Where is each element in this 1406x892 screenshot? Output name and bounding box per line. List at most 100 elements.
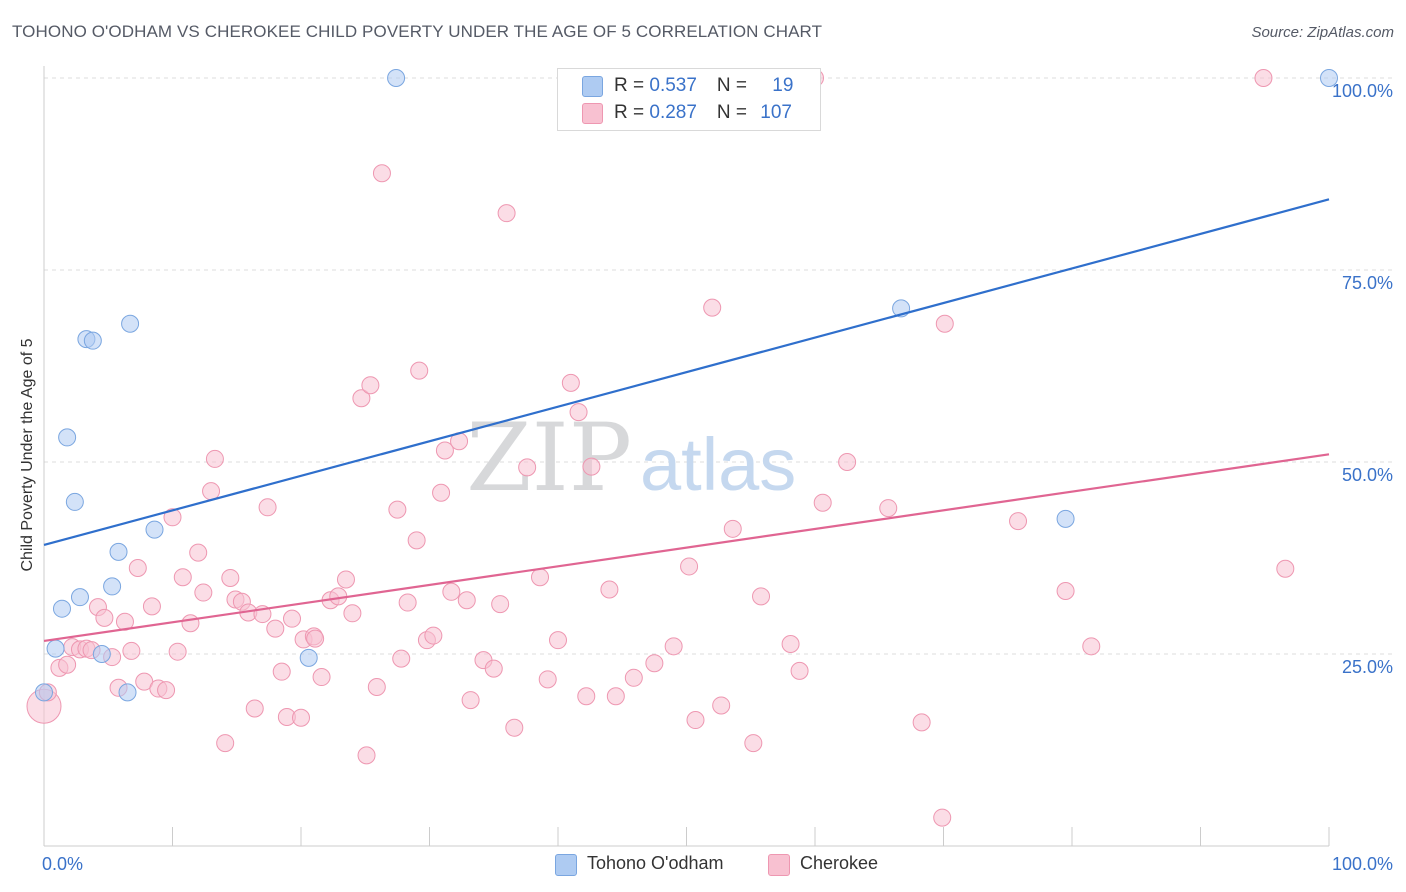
- point-tohono: [121, 314, 140, 333]
- point-cherokee: [398, 593, 417, 612]
- point-cherokee: [484, 659, 503, 678]
- point-tohono: [1056, 509, 1075, 528]
- point-cherokee: [879, 499, 898, 518]
- point-cherokee: [813, 493, 832, 512]
- point-cherokee: [518, 458, 537, 477]
- point-cherokee: [600, 580, 619, 599]
- point-cherokee: [216, 734, 235, 753]
- y-axis-label: Child Poverty Under the Age of 5: [19, 338, 36, 572]
- point-tohono: [387, 69, 406, 87]
- point-cherokee: [361, 376, 380, 395]
- series-swatch-tohono: [555, 854, 577, 876]
- legend-n-value: 19: [772, 75, 794, 96]
- point-cherokee: [1254, 69, 1273, 87]
- series-swatch-cherokee: [768, 854, 790, 876]
- point-cherokee: [703, 298, 722, 317]
- point-cherokee: [163, 508, 182, 527]
- point-cherokee: [461, 691, 480, 710]
- point-cherokee: [202, 482, 221, 501]
- point-cherokee: [442, 582, 461, 601]
- point-tohono: [118, 683, 137, 702]
- legend-r-label: R =: [614, 75, 650, 96]
- x-tick-label: 0.0%: [42, 854, 83, 874]
- legend-swatch-cherokee: [582, 103, 603, 124]
- point-tohono: [92, 645, 111, 663]
- x-tick-label: 100.0%: [1332, 854, 1393, 874]
- point-cherokee: [838, 453, 857, 471]
- y-tick-label: 75.0%: [1342, 273, 1393, 293]
- point-cherokee: [189, 543, 208, 562]
- point-cherokee: [712, 696, 731, 715]
- tick-labels: 25.0% 50.0% 75.0% 100.0% 0.0% 100.0%: [42, 81, 1393, 874]
- point-cherokee: [664, 637, 683, 656]
- point-cherokee: [181, 614, 200, 633]
- point-cherokee: [531, 568, 550, 587]
- point-cherokee: [577, 687, 596, 706]
- point-cherokee: [410, 361, 429, 380]
- point-tohono: [145, 520, 164, 539]
- point-tohono: [83, 331, 102, 350]
- point-tohono: [1320, 69, 1338, 87]
- point-cherokee: [168, 642, 187, 661]
- point-cherokee: [606, 687, 625, 706]
- source-credit: Source: ZipAtlas.com: [1251, 24, 1394, 41]
- legend-n-value: 107: [760, 102, 792, 123]
- watermark-atlas: atlas: [640, 423, 796, 506]
- legend-n-label: N =: [716, 75, 753, 96]
- point-cherokee: [680, 557, 699, 576]
- point-cherokee: [343, 604, 362, 623]
- point-cherokee: [752, 587, 771, 606]
- point-cherokee: [538, 670, 557, 689]
- point-cherokee: [645, 654, 664, 673]
- point-tohono: [65, 492, 84, 511]
- point-cherokee: [128, 558, 147, 577]
- point-cherokee: [781, 635, 800, 654]
- y-tick-label: 25.0%: [1342, 657, 1393, 677]
- point-cherokee: [245, 699, 264, 718]
- point-cherokee: [686, 711, 705, 730]
- point-cherokee: [157, 681, 176, 700]
- legend-r-label: R =: [614, 102, 650, 123]
- point-cherokee: [790, 661, 809, 680]
- point-cherokee: [95, 608, 114, 627]
- point-cherokee: [372, 164, 391, 183]
- point-cherokee: [549, 631, 567, 650]
- legend-r-value: 0.287: [649, 102, 697, 123]
- point-cherokee: [205, 449, 224, 468]
- legend-swatch-tohono: [582, 76, 603, 97]
- point-cherokee: [933, 808, 952, 827]
- point-cherokee: [266, 619, 285, 638]
- point-tohono: [109, 542, 128, 561]
- point-cherokee: [407, 531, 426, 550]
- series-label-tohono: Tohono O'odham: [587, 853, 724, 873]
- point-cherokee: [457, 591, 476, 610]
- data-points: [26, 69, 1338, 827]
- point-cherokee: [912, 713, 931, 732]
- point-cherokee: [569, 403, 588, 422]
- watermark-zip: ZIP: [466, 404, 632, 513]
- trend-line-tohono: [43, 198, 1330, 547]
- chart-title: TOHONO O'ODHAM VS CHEROKEE CHILD POVERTY…: [12, 22, 823, 41]
- y-tick-label: 100.0%: [1332, 81, 1393, 101]
- point-cherokee: [1056, 582, 1075, 601]
- point-cherokee: [194, 583, 213, 602]
- series-label-cherokee: Cherokee: [800, 853, 879, 873]
- point-cherokee: [624, 668, 643, 687]
- point-cherokee: [258, 498, 277, 517]
- watermark: ZIP atlas: [466, 404, 796, 513]
- point-cherokee: [491, 595, 510, 614]
- point-cherokee: [357, 746, 376, 765]
- y-tick-label: 50.0%: [1342, 465, 1393, 485]
- point-cherokee: [1009, 512, 1028, 531]
- point-tohono: [58, 428, 77, 447]
- legend-r-value: 0.537: [649, 75, 697, 96]
- trend-line-cherokee: [43, 453, 1330, 643]
- point-tohono: [70, 588, 89, 607]
- point-cherokee: [424, 626, 443, 645]
- point-tohono: [52, 599, 71, 618]
- point-tohono: [103, 577, 122, 596]
- point-tohono: [299, 648, 318, 667]
- point-cherokee: [221, 568, 240, 587]
- point-cherokee: [352, 389, 371, 408]
- point-cherokee: [505, 718, 524, 737]
